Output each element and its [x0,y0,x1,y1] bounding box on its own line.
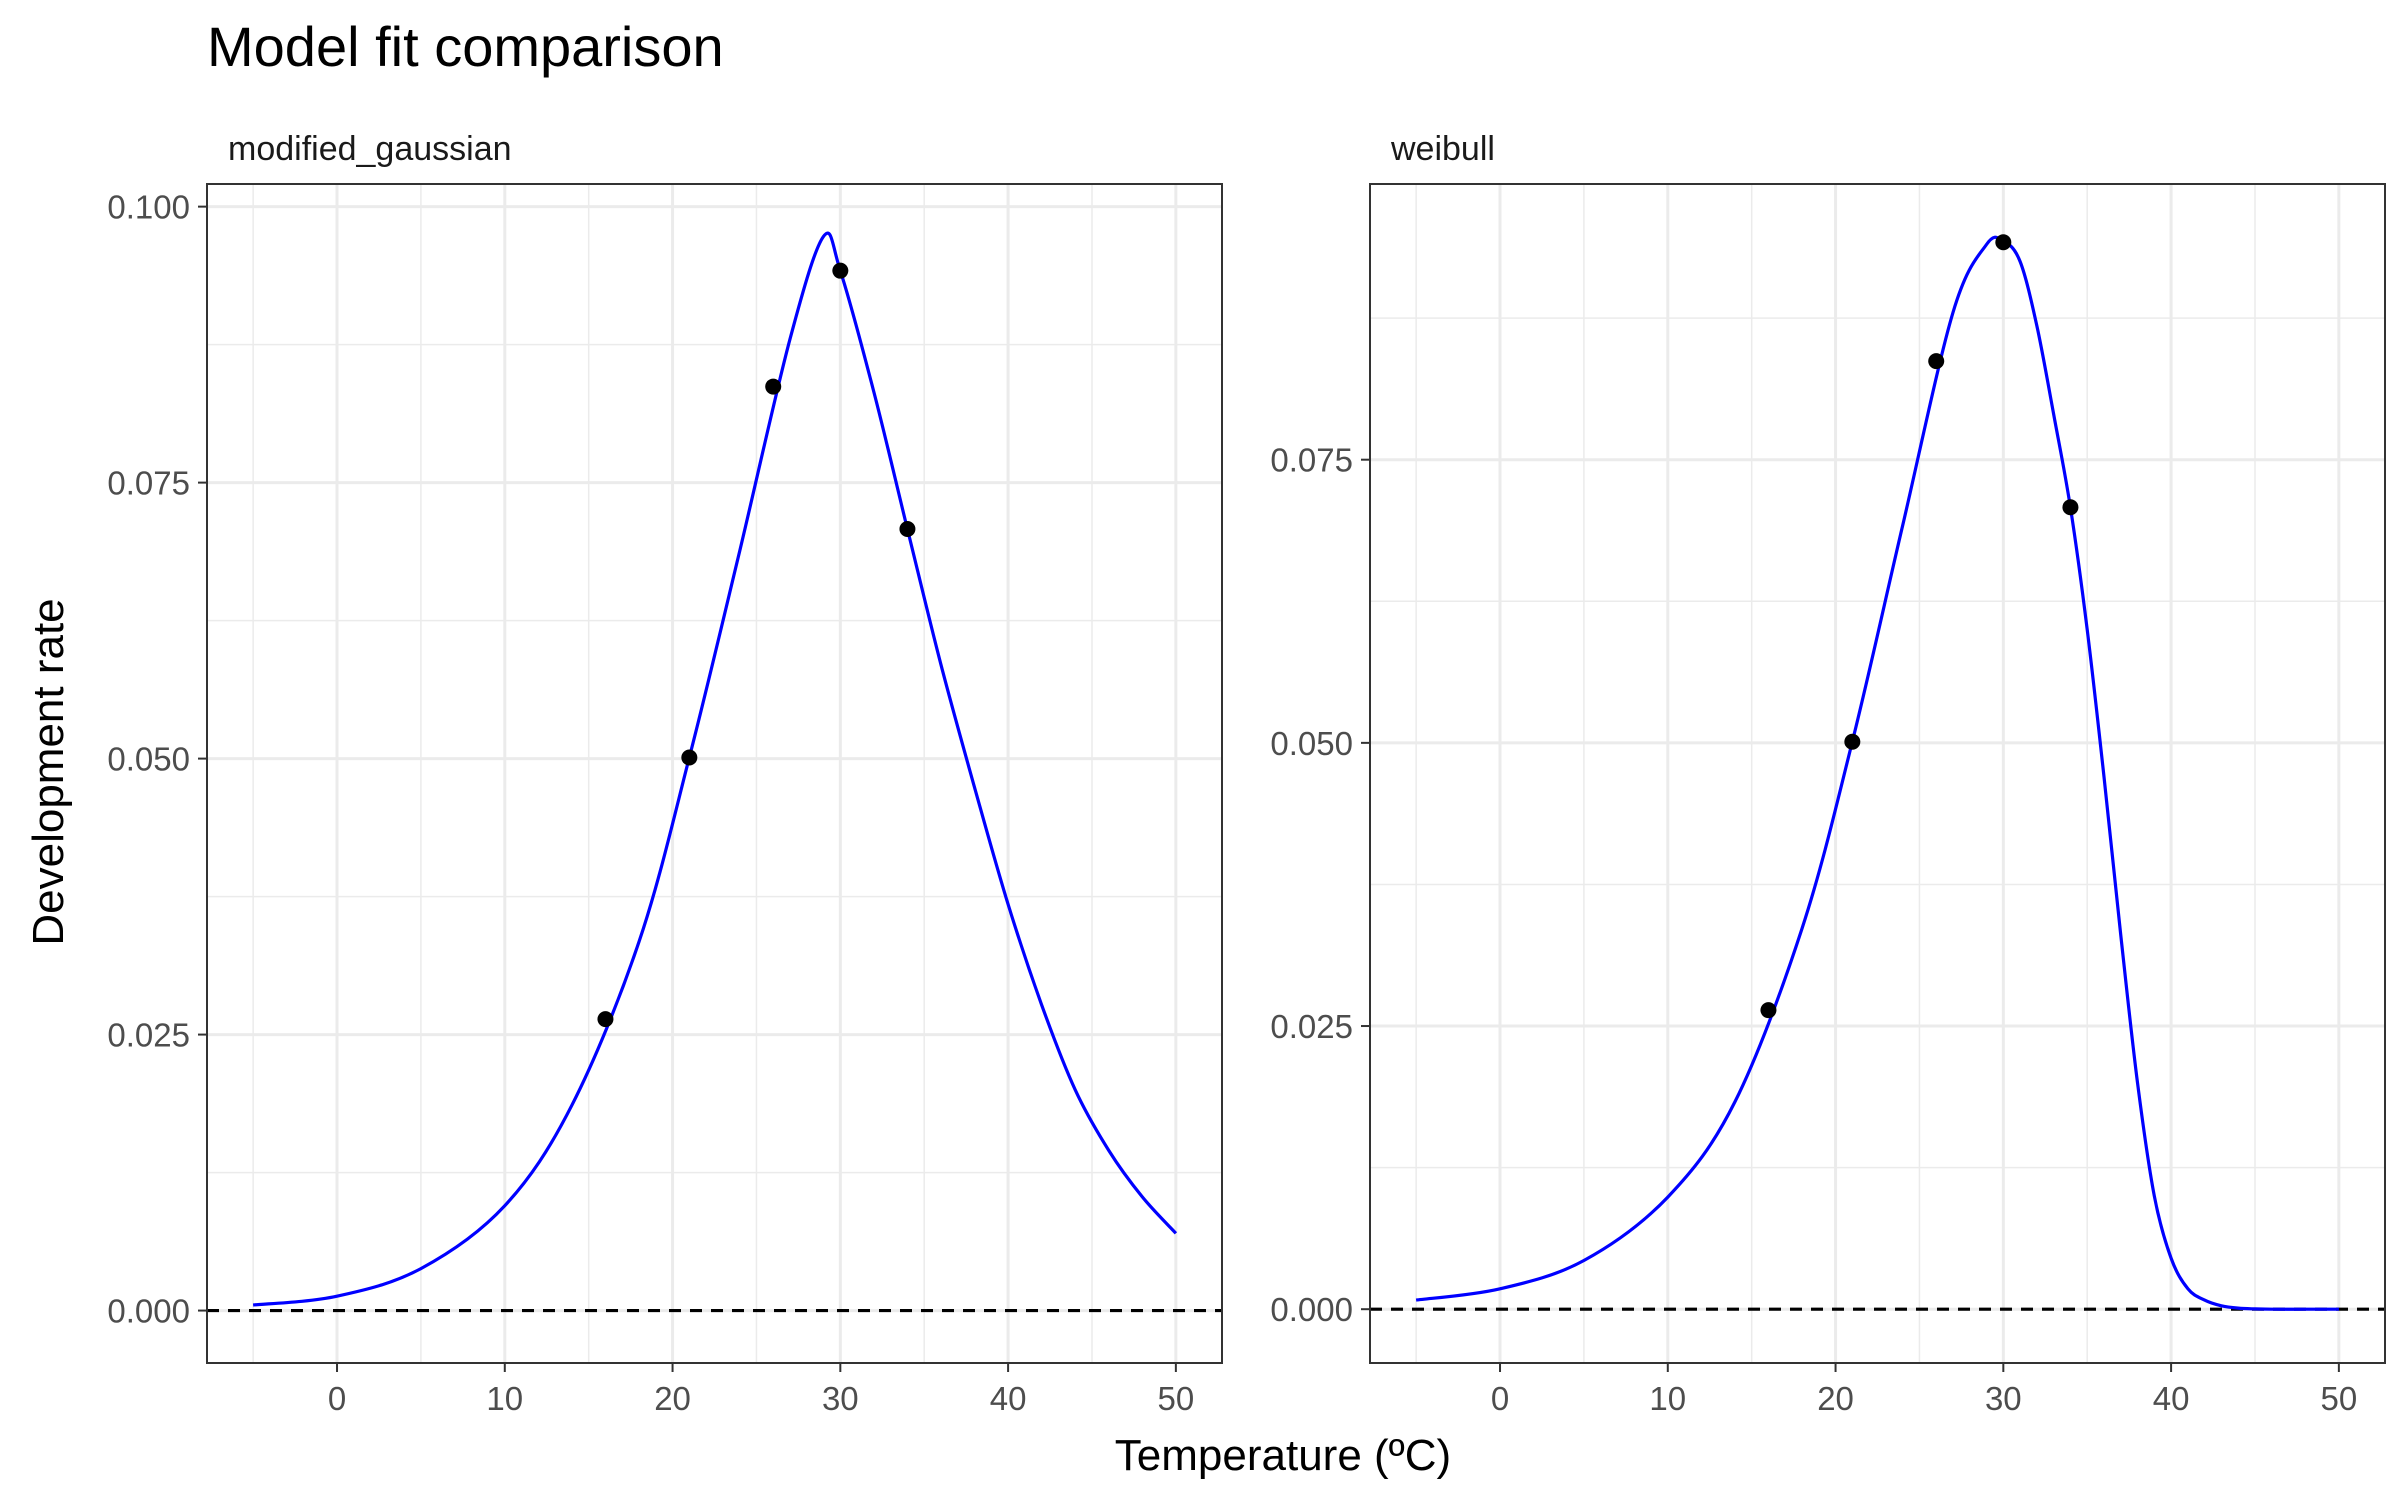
y-tick-label: 0.025 [1270,1008,1353,1045]
strip-label: weibull [1390,130,1495,168]
x-tick-label: 30 [1985,1380,2022,1417]
strip-label: modified_gaussian [228,130,512,168]
x-axis-title: Temperature (ºC) [1115,1431,1451,1480]
data-point [2062,499,2079,516]
data-point [1760,1002,1777,1019]
y-tick-label: 0.000 [107,1293,190,1330]
fit-curve [252,231,1178,1307]
panel-border [206,183,1223,1364]
x-tick-label: 50 [2321,1380,2358,1417]
data-point [1928,353,1945,370]
facet-panels: modified_gaussian 0 10 20 30 40 50 0.000 0.025 0.… [107,130,2386,1417]
x-tick-label: 40 [2153,1380,2190,1417]
x-tick-label: 20 [1817,1380,1854,1417]
x-tick-label: 50 [1158,1380,1195,1417]
x-tick-label: 40 [990,1380,1027,1417]
fit-curve [1415,235,2339,1311]
y-axis-title: Development rate [24,598,73,945]
y-tick-label: 0.050 [107,741,190,778]
y-tick-label: 0.100 [107,189,190,226]
data-point [765,378,782,395]
data-point [597,1011,614,1028]
panel-border [1369,183,2386,1364]
x-tick-label: 10 [486,1380,523,1417]
y-tick-label: 0.075 [1270,442,1353,479]
y-tick-label: 0.000 [1270,1291,1353,1328]
data-point [1995,234,2012,251]
panel-weibull: weibull 0 10 20 30 40 50 0.000 0.025 0.050 0.075 [1270,130,2386,1417]
data-point [1844,733,1861,750]
data-point [899,520,916,537]
chart-title: Model fit comparison [207,15,724,78]
x-tick-label: 20 [654,1380,691,1417]
y-tick-label: 0.025 [107,1017,190,1054]
x-tick-label: 0 [1491,1380,1509,1417]
y-tick-label: 0.050 [1270,725,1353,762]
x-tick-label: 10 [1649,1380,1686,1417]
y-tick-label: 0.075 [107,465,190,502]
data-point [832,262,849,279]
data-point [681,749,698,766]
panel-modified_gaussian: modified_gaussian 0 10 20 30 40 50 0.000 0.025 0.… [107,130,1223,1417]
x-tick-label: 0 [328,1380,346,1417]
x-tick-label: 30 [822,1380,859,1417]
